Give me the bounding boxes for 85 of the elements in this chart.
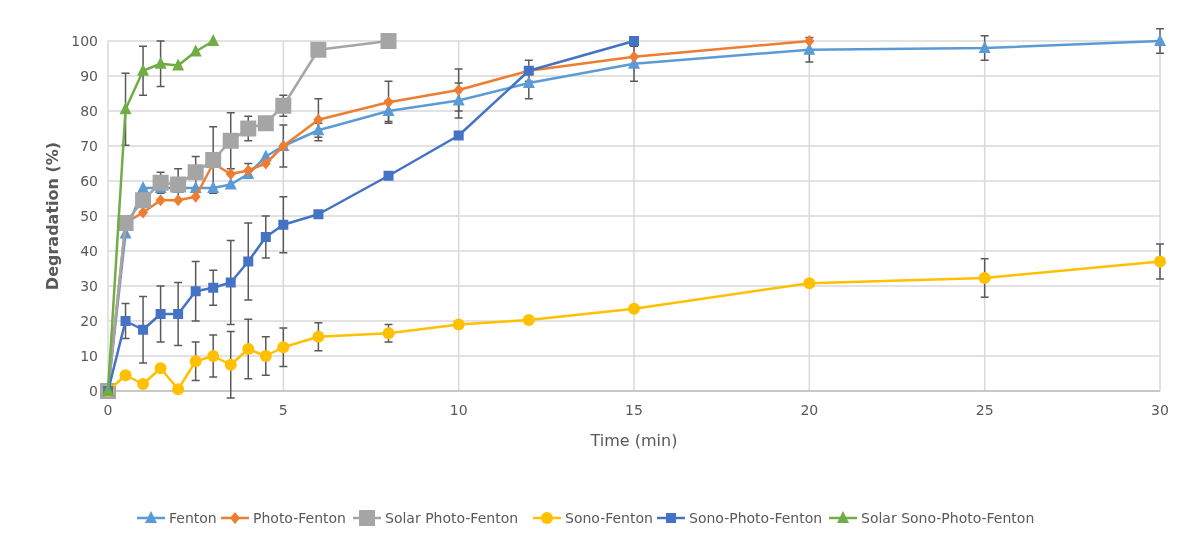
y-tick-label: 10 [80, 348, 98, 364]
point [260, 232, 271, 242]
y-tick-label: 60 [80, 173, 98, 189]
legend-label: Solar Photo-Fenton [385, 510, 519, 526]
y-tick-label: 20 [80, 313, 98, 329]
point [120, 316, 131, 326]
legend-label: Solar Sono-Photo-Fenton [861, 510, 1035, 526]
y-axis-title: Degradation (%) [43, 141, 62, 291]
point [453, 84, 464, 96]
point [243, 256, 254, 267]
point [225, 277, 236, 288]
legend-label: Sono-Photo-Fenton [689, 510, 823, 526]
point [224, 358, 237, 371]
point [380, 33, 397, 49]
point [1154, 34, 1166, 46]
point [978, 41, 991, 53]
point [172, 58, 185, 71]
point [260, 157, 271, 170]
point [242, 343, 255, 355]
x-axis-title: Time (min) [589, 431, 678, 450]
point [155, 194, 166, 207]
y-tick-label: 40 [80, 243, 98, 259]
point [383, 96, 394, 109]
point [189, 44, 202, 57]
y-tick-label: 90 [80, 68, 98, 84]
point [259, 350, 272, 362]
point [629, 50, 639, 63]
y-tick-label: 30 [80, 278, 98, 294]
point [154, 56, 167, 69]
point [119, 102, 132, 115]
point [277, 341, 290, 354]
point [312, 330, 325, 343]
point [225, 168, 236, 180]
point [173, 309, 184, 319]
point [629, 36, 639, 46]
point [310, 41, 327, 58]
y-tick-label: 0 [89, 383, 98, 399]
point [382, 327, 395, 340]
y-tick-label: 100 [71, 33, 98, 49]
point [1154, 255, 1166, 268]
legend-label: Fenton [169, 510, 217, 526]
y-tick-label: 80 [80, 103, 98, 119]
point [452, 318, 465, 331]
point [522, 313, 535, 326]
point [383, 170, 394, 181]
y-tick-label: 70 [80, 138, 98, 154]
x-tick-label: 15 [625, 402, 643, 418]
point [207, 350, 220, 362]
x-tick-label: 20 [800, 402, 819, 418]
point [628, 302, 640, 315]
x-tick-label: 5 [278, 402, 288, 418]
point [222, 132, 239, 149]
point [522, 76, 535, 88]
point [208, 282, 219, 293]
point [119, 369, 132, 382]
point [313, 209, 324, 220]
point [240, 120, 257, 137]
point [137, 378, 150, 390]
point [313, 113, 324, 126]
point [205, 152, 222, 168]
point [138, 324, 149, 335]
point [190, 286, 201, 297]
legend-label: Photo-Fenton [253, 510, 346, 526]
legend-label: Sono-Fenton [565, 510, 653, 526]
point [207, 181, 220, 193]
point [803, 277, 816, 290]
point [135, 192, 152, 209]
point [154, 362, 167, 375]
point [137, 63, 150, 76]
point [187, 164, 204, 181]
point [207, 34, 220, 46]
x-tick-label: 25 [975, 402, 994, 418]
point [257, 115, 274, 132]
point [278, 219, 289, 230]
x-tick-label: 0 [103, 402, 113, 418]
point [453, 130, 464, 141]
point [189, 355, 202, 368]
y-tick-label: 50 [80, 208, 98, 224]
point [804, 35, 815, 47]
point [155, 309, 166, 319]
point [172, 383, 185, 396]
x-tick-label: 10 [449, 402, 468, 418]
point [190, 190, 201, 203]
point [978, 271, 991, 284]
x-tick-label: 30 [1151, 402, 1169, 418]
